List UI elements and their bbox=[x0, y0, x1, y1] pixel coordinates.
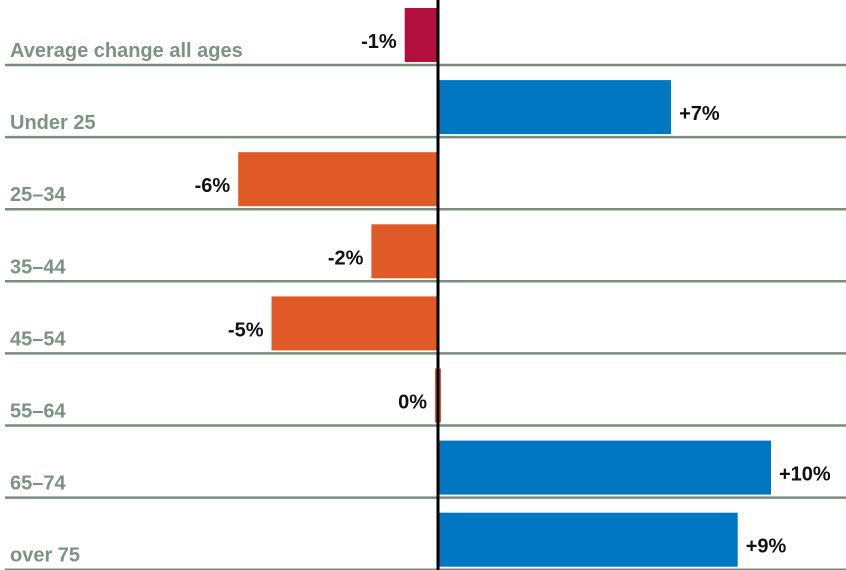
category-label: 55–64 bbox=[10, 401, 66, 423]
value-label: -1% bbox=[361, 31, 397, 53]
category-label: over 75 bbox=[10, 545, 80, 567]
value-label: -5% bbox=[228, 319, 264, 341]
bar bbox=[438, 80, 672, 135]
value-label: 0% bbox=[398, 392, 427, 414]
value-label: +9% bbox=[746, 536, 787, 558]
bar bbox=[238, 152, 438, 207]
value-label: +10% bbox=[779, 464, 831, 486]
category-label: 25–34 bbox=[10, 184, 66, 206]
category-label: 35–44 bbox=[10, 256, 66, 278]
bar bbox=[371, 224, 438, 279]
category-label: Under 25 bbox=[10, 112, 96, 134]
bar bbox=[271, 296, 438, 351]
category-label: 65–74 bbox=[10, 473, 66, 495]
category-label: Average change all ages bbox=[10, 40, 243, 62]
value-label: -6% bbox=[195, 175, 231, 197]
value-label: -2% bbox=[328, 247, 364, 269]
bar bbox=[404, 8, 438, 62]
category-label: 45–54 bbox=[10, 328, 66, 350]
bar bbox=[438, 512, 738, 567]
bar bbox=[438, 440, 771, 495]
value-label: +7% bbox=[679, 103, 720, 125]
